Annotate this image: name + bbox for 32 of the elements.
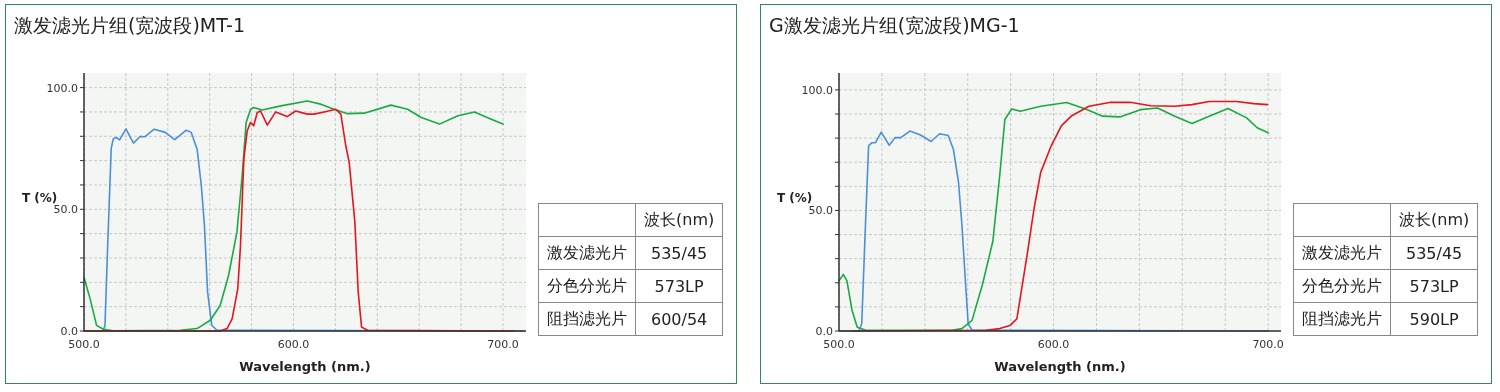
text: 535/45 (1390, 236, 1478, 270)
text: 阻挡滤光片 (538, 302, 636, 336)
x-axis-title: Wavelength (nm.) (239, 359, 371, 374)
y-axis-title: T (%) (22, 191, 58, 205)
text: 600/54 (635, 302, 723, 336)
text: 535/45 (635, 236, 723, 270)
x-tick-label: 600.0 (277, 338, 310, 351)
y-tick-label: 100.0 (46, 81, 78, 95)
y-tick-label: 50.0 (53, 203, 78, 217)
y-tick-label: 50.0 (808, 204, 833, 218)
text: 阻挡滤光片 (1293, 302, 1391, 336)
y-tick-label: 0.0 (60, 325, 78, 338)
x-tick-label: 700.0 (1252, 338, 1284, 351)
x-axis-title: Wavelength (nm.) (994, 359, 1126, 374)
x-tick-label: 500.0 (823, 338, 855, 351)
y-tick-label: 100.0 (801, 83, 833, 97)
text: 波长(nm) (1390, 203, 1478, 237)
text: 波长(nm) (635, 203, 723, 237)
chart-title: G激发滤光片组(宽波段)MG-1 (769, 13, 1020, 38)
text: 590LP (1390, 302, 1478, 336)
y-tick-label: 0.0 (815, 325, 833, 338)
x-tick-label: 500.0 (68, 338, 100, 351)
chart-title: 激发滤光片组(宽波段)MT-1 (14, 13, 246, 38)
x-tick-label: 700.0 (487, 338, 519, 351)
text: 分色分光片 (538, 269, 636, 303)
text: 分色分光片 (1293, 269, 1391, 303)
x-tick-label: 600.0 (1037, 338, 1070, 351)
text: 573LP (635, 269, 723, 303)
text: 激发滤光片 (1293, 236, 1391, 270)
y-axis-title: T (%) (777, 191, 813, 205)
text: 573LP (1390, 269, 1478, 303)
text: 激发滤光片 (538, 236, 636, 270)
